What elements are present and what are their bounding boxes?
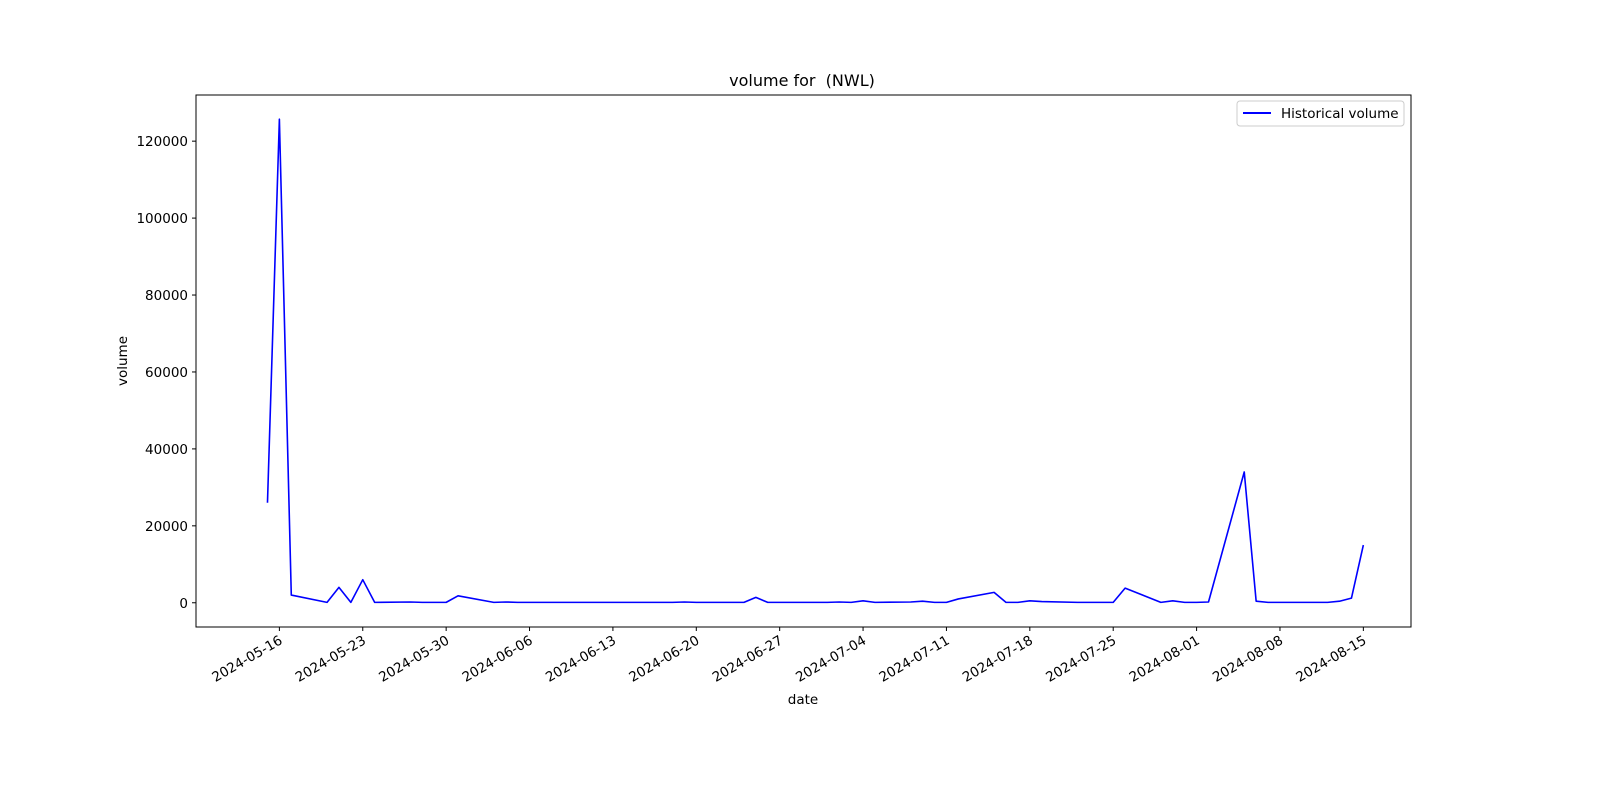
legend: Historical volume [1236,100,1405,127]
series-layer [266,118,1365,604]
chart-title: volume for (NWL) [729,71,875,90]
y-tick-label: 120000 [136,134,188,150]
legend-label: Historical volume [1281,106,1399,122]
y-tick-label: 40000 [145,442,188,458]
legend-box [1236,100,1405,127]
y-tick-label: 100000 [136,211,188,227]
y-axis-label: volume [115,336,131,386]
axes-frame [195,94,1412,628]
y-tick-label: 60000 [145,365,188,381]
x-axis-label: date [788,692,818,708]
series-line-historical-volume [266,118,1365,604]
y-tick-label: 0 [179,596,188,612]
y-tick-label: 20000 [145,519,188,535]
y-axis: 0 20000 40000 60000 80000 100000 120000 [136,134,196,612]
y-tick-label: 80000 [145,288,188,304]
